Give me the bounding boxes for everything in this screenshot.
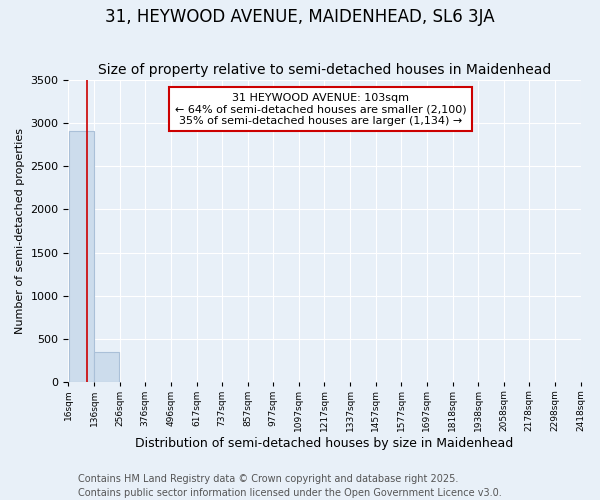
X-axis label: Distribution of semi-detached houses by size in Maidenhead: Distribution of semi-detached houses by … <box>136 437 514 450</box>
Y-axis label: Number of semi-detached properties: Number of semi-detached properties <box>15 128 25 334</box>
Text: Contains HM Land Registry data © Crown copyright and database right 2025.
Contai: Contains HM Land Registry data © Crown c… <box>78 474 502 498</box>
Text: 31 HEYWOOD AVENUE: 103sqm
← 64% of semi-detached houses are smaller (2,100)
35% : 31 HEYWOOD AVENUE: 103sqm ← 64% of semi-… <box>175 92 467 126</box>
Title: Size of property relative to semi-detached houses in Maidenhead: Size of property relative to semi-detach… <box>98 63 551 77</box>
Bar <box>94 352 119 382</box>
Bar <box>68 132 94 382</box>
Text: 31, HEYWOOD AVENUE, MAIDENHEAD, SL6 3JA: 31, HEYWOOD AVENUE, MAIDENHEAD, SL6 3JA <box>105 8 495 26</box>
